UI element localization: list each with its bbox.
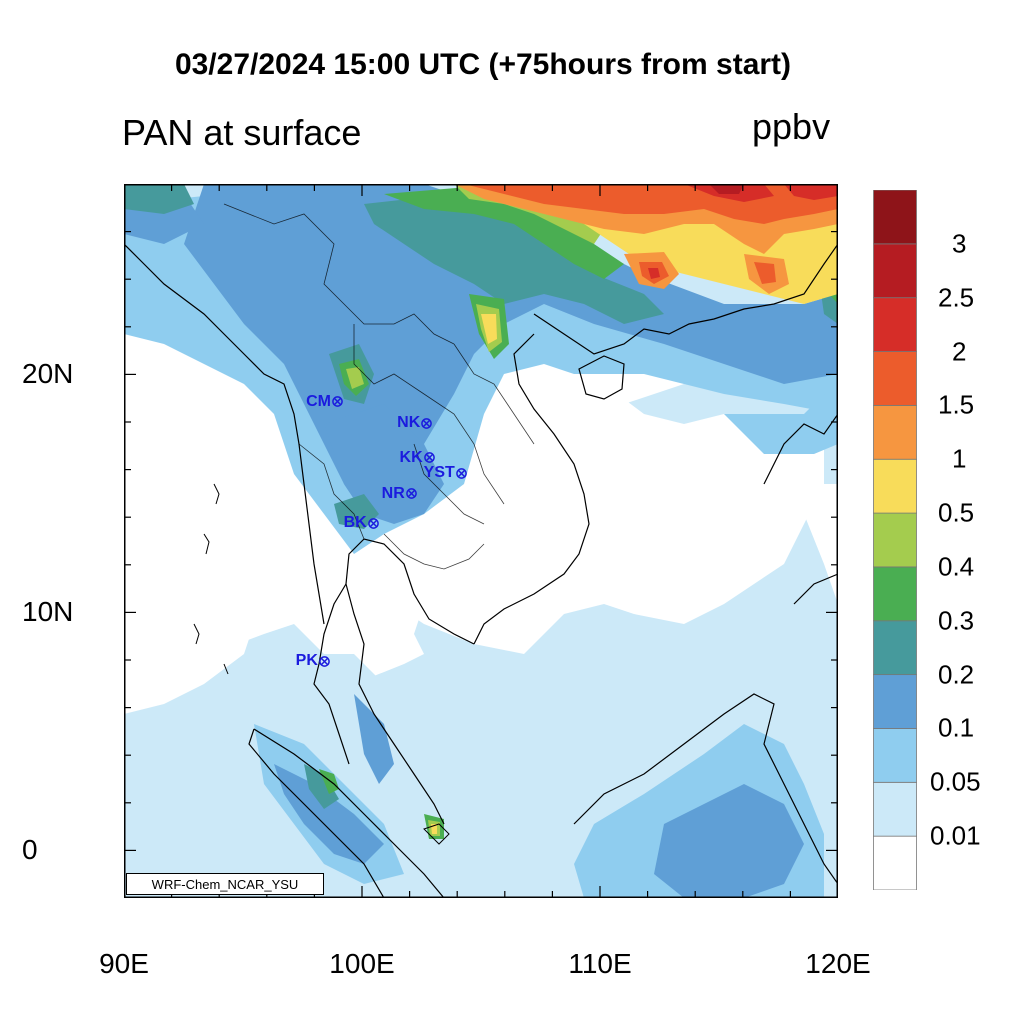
colorbar-box [873, 404, 917, 460]
colorbar-box [873, 351, 917, 406]
station-label: PK [295, 652, 318, 670]
x-tick-label: 90E [99, 948, 149, 979]
colorbar-level-label: 0.1 [938, 712, 975, 743]
station-marker-icon [367, 518, 379, 529]
station-cm: CM [306, 393, 343, 411]
islands [193, 483, 450, 845]
colorbar-box [873, 674, 917, 729]
station-nk: NK [397, 414, 433, 432]
colorbar-level-label: 3 [952, 228, 967, 259]
colorbar-level-label: 0.3 [938, 605, 975, 636]
country-borders [223, 203, 535, 570]
station-label: BK [343, 514, 367, 532]
colorbar-level-label: 1 [952, 443, 967, 474]
colorbar-box [873, 781, 917, 837]
pan-field-moderate [124, 184, 838, 898]
map-panel [124, 184, 838, 898]
colorbar-box [873, 566, 917, 622]
x-tick-label: 100E [329, 948, 395, 979]
variable-subtitle: PAN at surface [122, 112, 362, 153]
colorbar-level-label: 2.5 [938, 282, 975, 313]
colorbar-box [873, 512, 917, 568]
station-kk: KK [400, 449, 435, 467]
pan-field-darkred [709, 184, 744, 194]
station-marker-icon [421, 418, 433, 429]
station-nr: NR [382, 485, 417, 503]
station-yst: YST [424, 464, 467, 482]
colorbar-level-label: 0.5 [938, 497, 975, 528]
y-tick-label: 10N [22, 596, 74, 628]
station-label: YST [423, 464, 455, 482]
station-label: NK [397, 414, 421, 432]
plot-title: 03/27/2024 15:00 UTC (+75hours from star… [174, 48, 792, 81]
station-label: KK [399, 448, 423, 466]
colorbar [873, 190, 917, 890]
colorbar-box [873, 297, 917, 352]
colorbar-level-label: 0.05 [930, 766, 981, 797]
station-marker-icon [319, 656, 330, 667]
pan-field-clean [124, 374, 824, 714]
colorbar-box [873, 620, 917, 676]
colorbar-level-label: 1.5 [938, 389, 975, 420]
units-subtitle: ppbv [752, 106, 831, 147]
colorbar-level-label: 0.2 [938, 659, 975, 690]
station-bk: BK [344, 514, 379, 532]
station-pk: PK [296, 652, 330, 670]
map-frame [124, 184, 838, 898]
model-credit: WRF-Chem_NCAR_YSU [126, 873, 324, 895]
station-marker-icon [332, 396, 343, 408]
station-marker-icon [405, 488, 417, 499]
coastlines [124, 243, 838, 898]
colorbar-level-label: 0.01 [930, 820, 981, 851]
colorbar-box [873, 243, 917, 299]
x-tick-label: 110E [568, 948, 632, 979]
colorbar-level-label: 0.4 [938, 551, 975, 582]
station-marker-icon [455, 468, 467, 479]
colorbar-box [873, 835, 917, 890]
x-tick-label: 120E [805, 948, 871, 979]
station-label: CM [306, 392, 331, 410]
station-marker-icon [423, 452, 435, 464]
colorbar-box [873, 728, 917, 783]
colorbar-level-label: 2 [952, 336, 967, 367]
colorbar-box [873, 190, 917, 245]
y-tick-label: 20N [22, 358, 74, 390]
station-label: NR [381, 484, 405, 502]
y-tick-label: 0 [22, 834, 38, 866]
colorbar-box [873, 458, 917, 514]
